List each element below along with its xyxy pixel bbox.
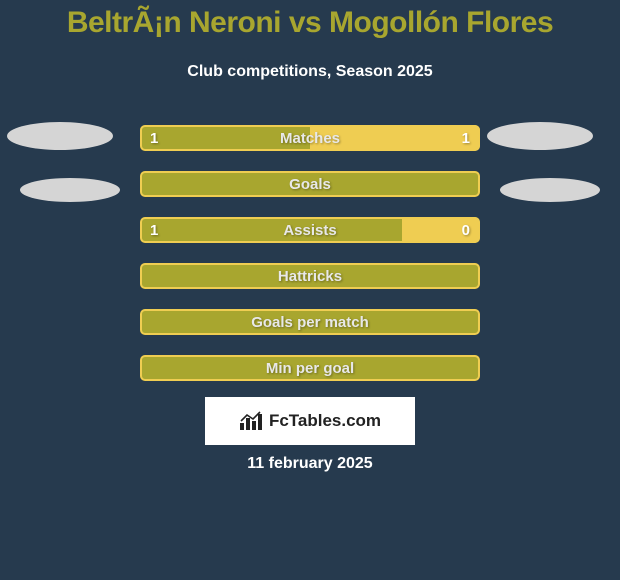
stat-bar-row: 11Matches bbox=[140, 125, 480, 151]
brand-text: FcTables.com bbox=[269, 411, 381, 431]
page-title: BeltrÃ¡n Neroni vs Mogollón Flores bbox=[0, 6, 620, 40]
stat-bar-label: Goals per match bbox=[140, 309, 480, 335]
brand-badge: FcTables.com bbox=[205, 397, 415, 445]
portrait-ellipse bbox=[487, 122, 593, 150]
date-line: 11 february 2025 bbox=[0, 455, 620, 473]
stat-bar-row: 10Assists bbox=[140, 217, 480, 243]
stat-bar-label: Hattricks bbox=[140, 263, 480, 289]
portrait-ellipse bbox=[7, 122, 113, 150]
portrait-ellipse bbox=[20, 178, 120, 202]
stat-bar-label: Min per goal bbox=[140, 355, 480, 381]
page-subtitle: Club competitions, Season 2025 bbox=[0, 63, 620, 81]
stat-bar-label: Goals bbox=[140, 171, 480, 197]
stat-bar-label: Assists bbox=[140, 217, 480, 243]
stat-bar-row: Min per goal bbox=[140, 355, 480, 381]
stat-bar-row: Hattricks bbox=[140, 263, 480, 289]
stat-bar-row: Goals per match bbox=[140, 309, 480, 335]
portrait-ellipse bbox=[500, 178, 600, 202]
stat-bar-row: Goals bbox=[140, 171, 480, 197]
comparison-infographic: BeltrÃ¡n Neroni vs Mogollón Flores Club … bbox=[0, 0, 620, 580]
stat-bar-label: Matches bbox=[140, 125, 480, 151]
brand-chart-icon bbox=[239, 411, 263, 431]
